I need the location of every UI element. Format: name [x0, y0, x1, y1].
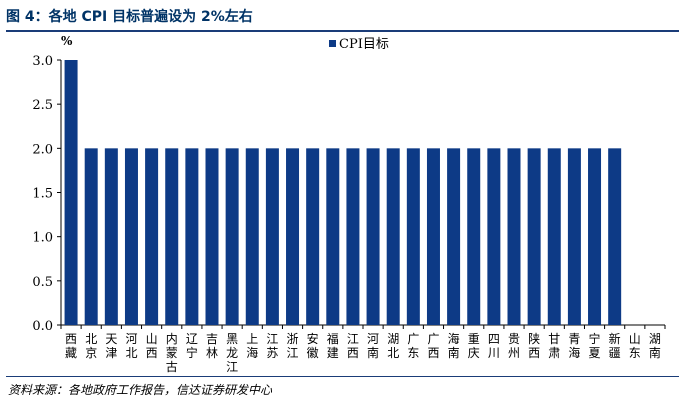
bar [487, 148, 501, 325]
bar [527, 148, 541, 325]
y-unit-label: % [61, 34, 73, 48]
bar [124, 148, 138, 325]
bar [406, 148, 420, 325]
chart-bars [64, 60, 622, 325]
cpi-target-bar-chart: 0.0 0.5 1.0 1.5 2.0 2.5 3.0 西藏北京天津河北山西内蒙古辽宁吉林黑… [32, 34, 666, 374]
x-tick-labels: 西藏北京天津河北山西内蒙古辽宁吉林黑龙江上海江苏浙江安徽福建江西河南湖北广东广西… [65, 331, 661, 374]
bar [447, 148, 461, 325]
x-tick-label: 陕西 [528, 331, 540, 360]
bar [145, 148, 159, 325]
y-tick-label: 0.5 [32, 275, 53, 290]
x-tick-label: 福建 [327, 331, 339, 360]
x-tick-label: 上海 [246, 332, 258, 360]
x-tick-label: 山东 [629, 332, 641, 360]
x-tick-label: 海南 [448, 331, 460, 360]
x-tick-label: 黑龙江 [226, 332, 238, 374]
x-tick-label: 重庆 [468, 332, 480, 360]
bar [426, 148, 440, 325]
bar [64, 60, 78, 325]
bar [245, 148, 259, 325]
legend-label: CPI目标 [339, 37, 389, 52]
x-tick-label: 西藏 [65, 332, 77, 360]
x-tick-label: 浙江 [287, 332, 299, 360]
bar [547, 148, 561, 325]
x-tick-label: 河北 [125, 332, 137, 360]
bar [84, 148, 98, 325]
footer-divider [6, 376, 679, 377]
x-tick-label: 安徽 [307, 331, 319, 360]
x-tick-label: 河南 [367, 332, 379, 360]
x-tick-label: 江苏 [266, 332, 278, 360]
x-tick-label: 湖北 [387, 331, 399, 360]
y-tick-label: 2.5 [32, 98, 53, 113]
bar [588, 148, 602, 325]
bar [104, 148, 118, 325]
x-tick-label: 青海 [568, 332, 580, 360]
x-tick-label: 宁夏 [589, 331, 601, 360]
page-title: 图 4：各地 CPI 目标普遍设为 2%左右 [6, 9, 253, 25]
bar [185, 148, 199, 325]
bar [507, 148, 521, 325]
source-note: 资料来源：各地政府工作报告，信达证券研发中心 [8, 383, 273, 397]
bar [467, 148, 481, 325]
x-tick-label: 湖南 [649, 331, 661, 360]
bar [608, 148, 622, 325]
bar [567, 148, 581, 325]
x-tick-label: 广东 [407, 332, 419, 360]
x-tick-label: 山西 [146, 332, 158, 360]
x-tick-label: 甘肃 [548, 332, 560, 360]
bar [366, 148, 380, 325]
bar [346, 148, 360, 325]
bar [265, 148, 279, 325]
x-tick-label: 内蒙古 [166, 332, 178, 374]
x-tick-label: 北京 [85, 332, 97, 360]
y-tick-label: 3.0 [32, 54, 53, 69]
y-tick-label: 0.0 [32, 319, 53, 334]
bar [326, 148, 340, 325]
chart-axes: 0.0 0.5 1.0 1.5 2.0 2.5 3.0 [32, 54, 666, 334]
bar [286, 148, 300, 325]
bar [165, 148, 179, 325]
bar [386, 148, 400, 325]
title-divider [6, 30, 679, 32]
chart-legend: CPI目标 [329, 37, 389, 52]
y-tick-label: 2.0 [32, 142, 53, 157]
x-tick-label: 江西 [347, 332, 359, 360]
y-tick-label: 1.0 [32, 231, 53, 246]
x-tick-label: 贵州 [508, 332, 520, 360]
x-tick-label: 天津 [105, 332, 117, 360]
x-tick-label: 广西 [427, 332, 439, 360]
y-tick-label: 1.5 [32, 187, 53, 202]
x-tick-label: 辽宁 [186, 332, 198, 360]
bar [306, 148, 320, 325]
x-tick-label: 四川 [488, 332, 500, 360]
legend-swatch [329, 40, 336, 47]
bar [205, 148, 219, 325]
x-tick-label: 新疆 [609, 331, 621, 360]
x-tick-label: 吉林 [206, 332, 218, 360]
bar [225, 148, 239, 325]
